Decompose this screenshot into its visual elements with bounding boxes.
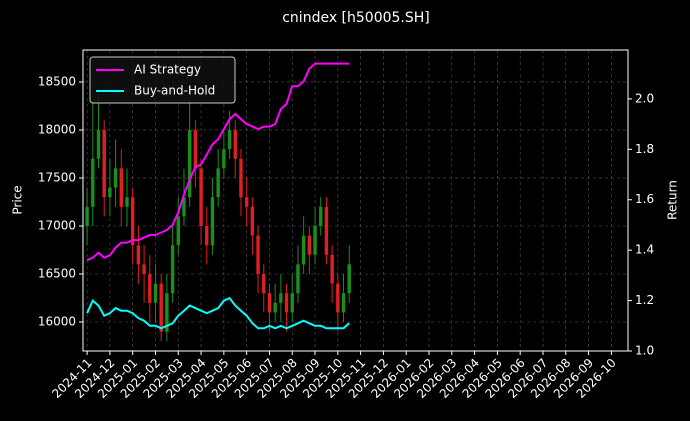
candle-body	[142, 264, 146, 274]
candle-body	[125, 197, 129, 207]
candle-body	[267, 293, 272, 313]
candle-body	[313, 225, 317, 255]
candle-body	[159, 283, 163, 332]
return-line	[86, 62, 350, 262]
candle-body	[341, 293, 346, 313]
candle-body	[296, 264, 300, 294]
y-tick-label: 17000	[38, 218, 76, 232]
candle-body	[176, 216, 180, 246]
chart-title: cnindex [h50005.SH]	[282, 10, 430, 26]
candle-body	[193, 129, 198, 169]
y2-tick-label: 1.2	[635, 293, 654, 307]
legend-box	[89, 56, 236, 104]
candle-body	[250, 206, 255, 236]
legend-label: Buy-and-Hold	[134, 84, 215, 98]
return-line	[86, 296, 350, 330]
candle-body	[153, 283, 158, 303]
plot-frame	[82, 49, 629, 352]
y-tick-label: 18500	[38, 74, 76, 88]
candle-body	[324, 206, 329, 255]
candle-body	[108, 187, 112, 198]
candle-body	[273, 302, 277, 313]
y-tick-label: 16000	[38, 315, 76, 329]
y2-tick-label: 1.8	[635, 142, 654, 156]
candle-body	[233, 129, 237, 159]
y2-tick-label: 1.6	[635, 192, 654, 206]
candle-body	[227, 129, 232, 150]
candle-body	[279, 293, 283, 303]
candle-body	[336, 283, 340, 313]
y-tick-label: 16500	[38, 266, 76, 280]
y-axis-label: Price	[11, 185, 25, 214]
candle-body	[216, 168, 220, 198]
candle-body	[91, 158, 95, 207]
candle-body	[330, 254, 334, 284]
candle-body	[102, 129, 106, 198]
candle-body	[290, 293, 294, 313]
candle-body	[182, 197, 186, 217]
candle-body	[222, 149, 226, 169]
candle-body	[96, 129, 101, 159]
candle-body	[170, 245, 175, 294]
y-tick-label: 17500	[38, 170, 76, 184]
candle-body	[136, 245, 141, 265]
candle-body	[165, 293, 169, 332]
y2-tick-label: 2.0	[635, 91, 654, 105]
candle-body	[262, 273, 266, 294]
candle-body	[319, 206, 323, 226]
y-tick-label: 18000	[38, 122, 76, 136]
candle-body	[301, 235, 306, 265]
candle-body	[187, 129, 192, 198]
candle-body	[210, 197, 215, 246]
candle-body	[244, 197, 249, 207]
candle-body	[347, 264, 351, 294]
y2-axis-label: Return	[666, 180, 680, 220]
candle-body	[113, 168, 118, 188]
candle-body	[239, 158, 243, 198]
y2-tick-label: 1.4	[635, 243, 654, 257]
candle-body	[130, 197, 135, 246]
candle-body	[148, 273, 152, 303]
legend-label: AI Strategy	[134, 63, 201, 77]
candle-body	[119, 168, 124, 207]
y2-tick-label: 1.0	[635, 344, 654, 358]
candle-body	[284, 293, 289, 313]
candle-body	[256, 235, 260, 274]
candle-body	[199, 168, 203, 226]
candle-body	[205, 225, 209, 246]
candle-body	[307, 235, 312, 255]
candle-body	[85, 206, 89, 226]
